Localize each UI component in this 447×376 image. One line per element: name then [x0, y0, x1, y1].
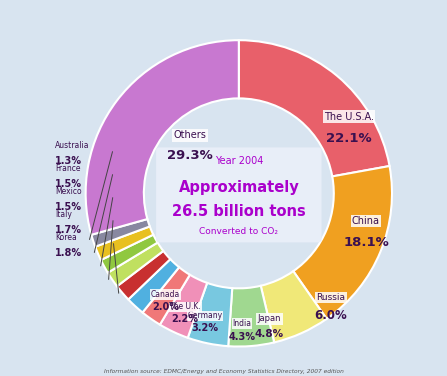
Text: 4.3%: 4.3%	[228, 332, 255, 343]
Text: 6.0%: 6.0%	[314, 309, 347, 322]
Wedge shape	[95, 226, 153, 260]
Text: Approximately: Approximately	[178, 180, 299, 195]
Wedge shape	[91, 219, 150, 247]
Text: Information source: EDMC/Energy and Economy Statistics Directory, 2007 edition: Information source: EDMC/Energy and Econ…	[104, 369, 343, 374]
Text: Germany: Germany	[188, 311, 223, 320]
Wedge shape	[101, 235, 158, 273]
Wedge shape	[160, 275, 207, 338]
Text: The U.S.A.: The U.S.A.	[324, 112, 374, 122]
Text: France: France	[55, 164, 80, 173]
Text: 1.3%: 1.3%	[55, 156, 82, 166]
Wedge shape	[143, 267, 190, 324]
Text: The U.K.: The U.K.	[169, 302, 201, 311]
Text: 2.2%: 2.2%	[172, 314, 199, 324]
Text: Italy: Italy	[55, 210, 72, 219]
Text: India: India	[232, 319, 251, 328]
Text: Converted to CO₂: Converted to CO₂	[199, 227, 278, 236]
Wedge shape	[117, 251, 170, 299]
Text: Russia: Russia	[316, 293, 345, 302]
Text: Mexico: Mexico	[55, 187, 82, 196]
Text: Japan: Japan	[258, 314, 281, 323]
Text: Australia: Australia	[55, 141, 89, 150]
Text: 2.0%: 2.0%	[152, 302, 179, 312]
Text: 1.7%: 1.7%	[55, 225, 82, 235]
Text: 18.1%: 18.1%	[343, 236, 389, 249]
Text: 1.5%: 1.5%	[55, 202, 82, 212]
Text: China: China	[352, 216, 380, 226]
Text: 3.2%: 3.2%	[192, 323, 219, 333]
Text: Year 2004: Year 2004	[215, 156, 263, 166]
Text: 4.8%: 4.8%	[255, 329, 284, 339]
Text: Others: Others	[173, 130, 206, 140]
Wedge shape	[293, 166, 392, 319]
Text: 22.1%: 22.1%	[326, 132, 372, 145]
Wedge shape	[108, 243, 163, 286]
Wedge shape	[188, 283, 232, 346]
Text: 1.8%: 1.8%	[55, 248, 82, 258]
Text: 29.3%: 29.3%	[167, 149, 213, 162]
FancyBboxPatch shape	[156, 147, 321, 243]
Text: 26.5 billion tons: 26.5 billion tons	[172, 204, 306, 219]
Text: 1.5%: 1.5%	[55, 179, 82, 189]
Wedge shape	[239, 40, 389, 176]
Wedge shape	[128, 259, 179, 312]
Wedge shape	[228, 286, 274, 347]
Text: Korea: Korea	[55, 233, 77, 242]
Wedge shape	[86, 40, 239, 235]
Wedge shape	[261, 271, 327, 343]
Text: Canada: Canada	[151, 290, 180, 299]
